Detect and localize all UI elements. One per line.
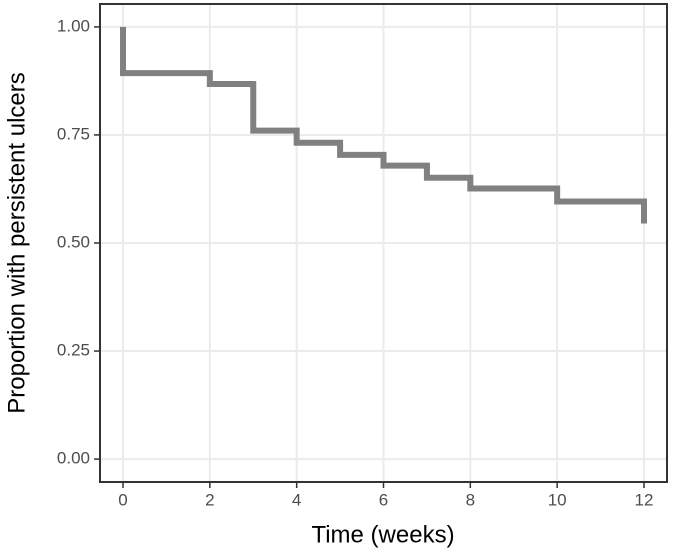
x-tick-label: 6 [379,490,388,509]
y-tick-label: 0.50 [57,232,90,251]
y-tick-label: 1.00 [57,16,90,35]
plot-border [99,3,668,483]
survival-line [120,26,647,224]
x-tick-label: 8 [466,490,475,509]
y-axis-title: Proportion with persistent ulcers [3,72,30,413]
x-tick-label: 2 [205,490,214,509]
y-tick-label: 0.00 [57,449,90,468]
y-tick-label: 0.25 [57,341,90,360]
x-axis-title: Time (weeks) [311,521,454,548]
x-tick-label: 10 [548,490,567,509]
x-tick-label: 12 [635,490,654,509]
x-tick-label: 4 [292,490,301,509]
x-tick-label: 0 [118,490,127,509]
y-tick-label: 0.75 [57,124,90,143]
